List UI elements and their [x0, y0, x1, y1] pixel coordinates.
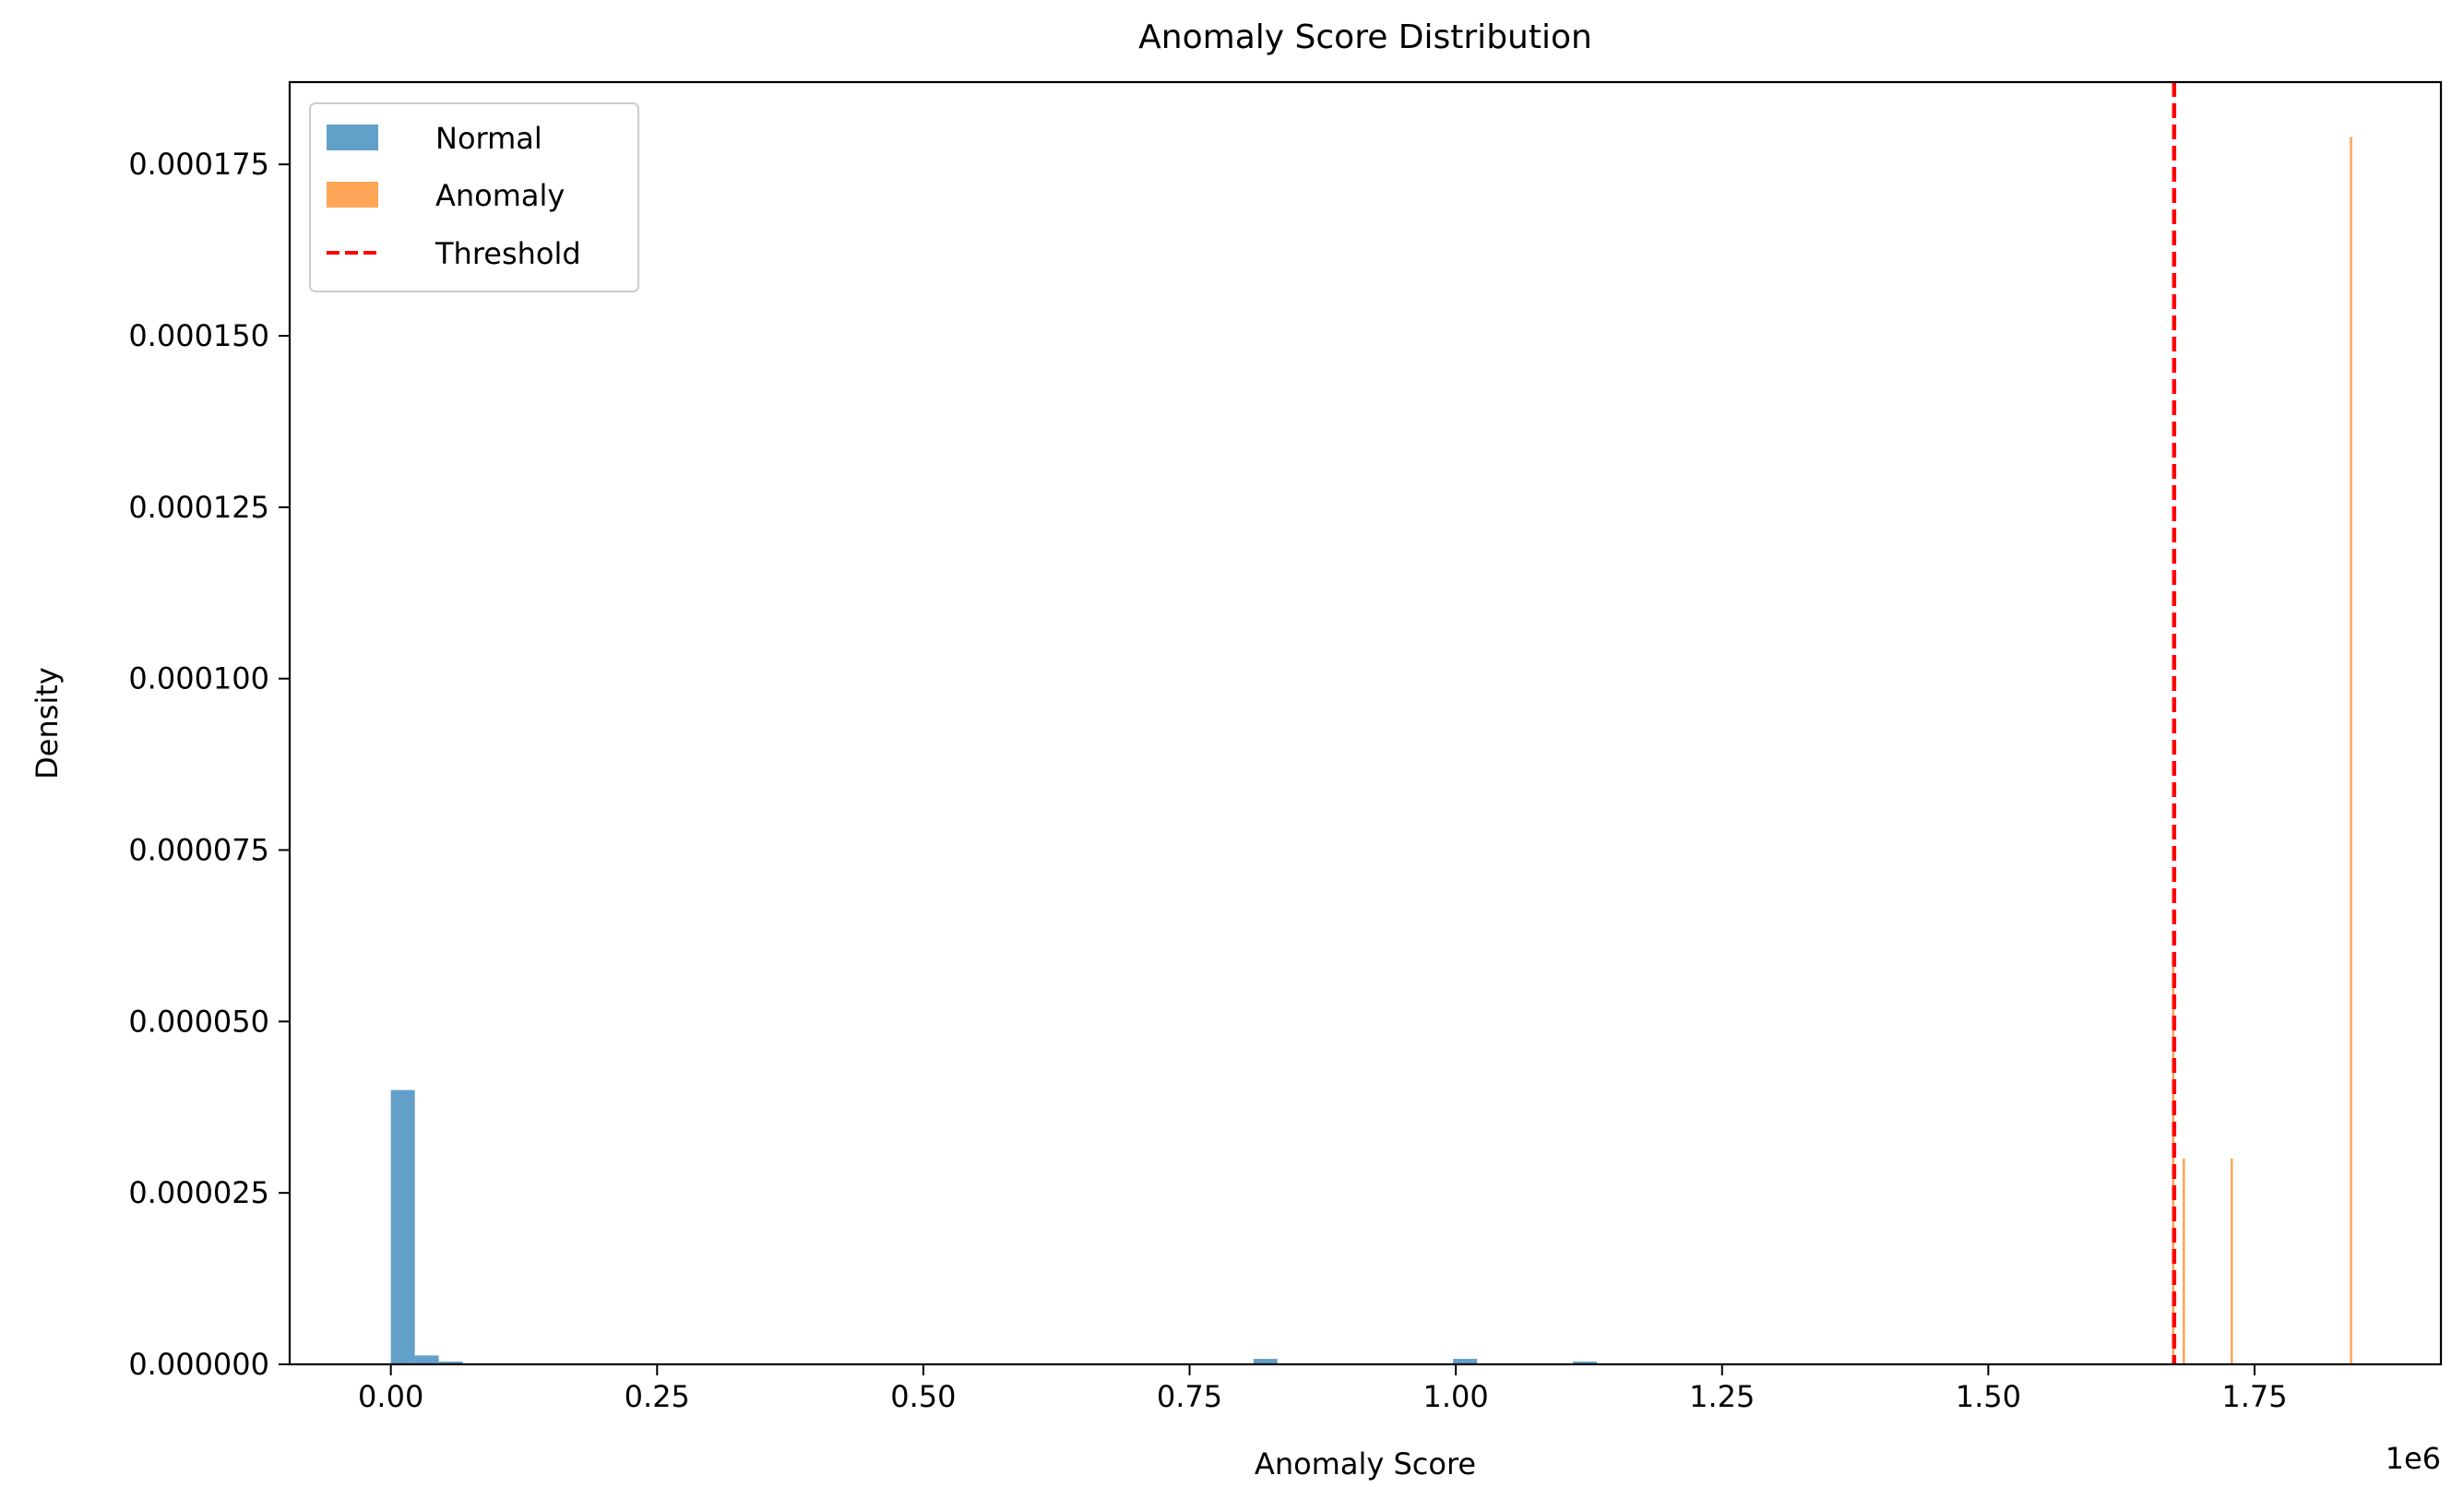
y-tick-label: 0.000125: [128, 490, 269, 525]
anomaly-bar: [2172, 953, 2174, 1364]
y-axis-ticks: 0.000000 0.000025 0.000050 0.000075 0.000100…: [128, 147, 290, 1382]
legend-frame: [309, 102, 639, 292]
y-axis-label: Density: [30, 667, 65, 779]
y-tick-label: 0.000000: [128, 1347, 269, 1382]
anomaly-bar: [2350, 137, 2352, 1365]
x-axis-ticks: 0.00 0.25 0.50 0.75 1.00 1.25 1.50 1.75: [358, 1364, 2288, 1414]
x-tick-label: 0.25: [625, 1379, 690, 1414]
x-axis-offset-label: 1e6: [2386, 1441, 2441, 1476]
normal-bar: [414, 1355, 439, 1364]
x-tick-label: 1.25: [1689, 1379, 1755, 1414]
legend-label-normal: Normal: [435, 121, 542, 156]
axes-frame: [288, 80, 2443, 1366]
normal-bar: [390, 1089, 415, 1364]
y-tick-label: 0.000175: [128, 147, 269, 182]
x-tick-label: 1.00: [1423, 1379, 1489, 1414]
x-tick-label: 1.50: [1956, 1379, 2021, 1414]
x-axis-label: Anomaly Score: [1255, 1446, 1476, 1481]
anomaly-bar: [2230, 1159, 2233, 1364]
anomaly-bar: [2183, 1159, 2185, 1364]
legend-swatch-anomaly: [327, 182, 378, 208]
y-tick-label: 0.000075: [128, 833, 269, 868]
legend-label-threshold: Threshold: [434, 236, 581, 271]
y-tick-label: 0.000050: [128, 1004, 269, 1039]
legend-swatch-normal: [327, 125, 378, 150]
chart-title: Anomaly Score Distribution: [1138, 18, 1592, 56]
x-tick-label: 0.50: [890, 1379, 956, 1414]
y-tick-label: 0.000100: [128, 661, 269, 696]
x-tick-label: 0.00: [358, 1379, 423, 1414]
legend-label-anomaly: Anomaly: [435, 178, 565, 213]
y-tick-label: 0.000025: [128, 1175, 269, 1210]
histogram-bars: [390, 137, 2352, 1365]
x-tick-label: 1.75: [2221, 1379, 2287, 1414]
normal-bar: [438, 1362, 463, 1364]
normal-bar: [1253, 1359, 1278, 1364]
legend: Normal Anomaly Threshold: [309, 102, 639, 292]
normal-bar: [1453, 1359, 1478, 1364]
x-tick-label: 0.75: [1157, 1379, 1222, 1414]
normal-bar: [1573, 1362, 1598, 1364]
y-tick-label: 0.000150: [128, 318, 269, 353]
